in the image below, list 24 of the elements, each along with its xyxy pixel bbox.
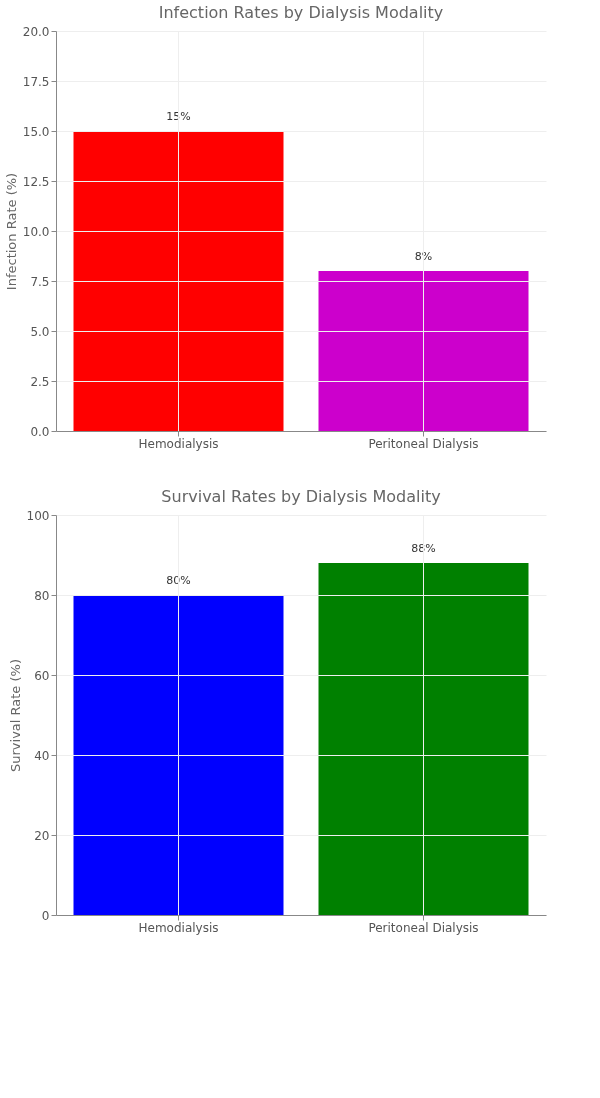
y-tick-label: 60 (34, 668, 50, 683)
y-axis-title: Infection Rate (%) (3, 172, 19, 291)
y-tick-label: 15.0 (22, 124, 50, 139)
y-tick-label: 7.5 (30, 274, 50, 289)
y-tick-label: 12.5 (22, 174, 50, 189)
y-tick-label: 80 (34, 588, 50, 603)
data-label: 8% (414, 250, 433, 263)
chart-title: Survival Rates by Dialysis Modality (161, 487, 441, 506)
x-tick-label: Hemodialysis (138, 436, 219, 451)
x-tick-label: Hemodialysis (138, 920, 219, 935)
x-tick-label: Peritoneal Dialysis (368, 436, 479, 451)
x-tick-label: Peritoneal Dialysis (368, 920, 479, 935)
y-tick-label: 20 (34, 828, 50, 843)
y-tick-label: 100 (26, 508, 50, 523)
y-tick-label: 2.5 (30, 374, 50, 389)
y-tick-label: 5.0 (30, 324, 50, 339)
y-tick-label: 20.0 (22, 24, 50, 39)
chart-title: Infection Rates by Dialysis Modality (158, 3, 444, 22)
y-tick-label: 10.0 (22, 224, 50, 239)
y-axis-title: Survival Rate (%) (7, 659, 23, 772)
y-tick-label: 0.0 (30, 424, 50, 439)
y-tick-label: 40 (34, 748, 50, 763)
y-tick-label: 0 (41, 908, 50, 923)
y-tick-label: 17.5 (22, 74, 50, 89)
